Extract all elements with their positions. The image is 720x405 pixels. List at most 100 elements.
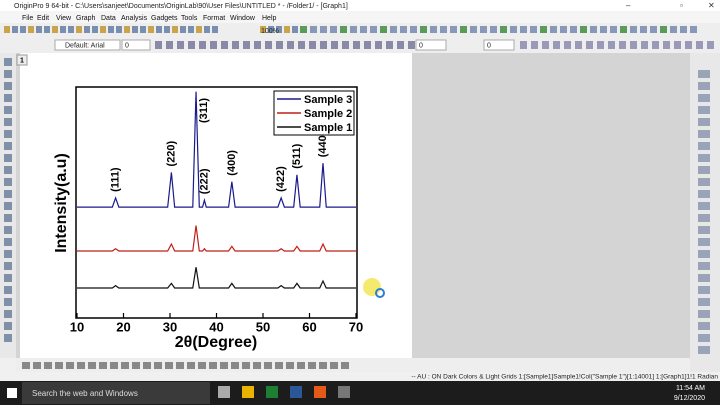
tool-icon[interactable] [470, 26, 477, 33]
tool-icon[interactable] [530, 26, 537, 33]
maximize[interactable]: ▫ [680, 1, 683, 10]
tool-icon[interactable] [698, 214, 710, 222]
tool-icon[interactable] [264, 362, 272, 369]
tool-icon[interactable] [4, 298, 12, 306]
menu-item[interactable]: View [56, 15, 72, 22]
app-icon[interactable] [290, 386, 302, 398]
tool-icon[interactable] [320, 41, 327, 49]
tool-icon[interactable] [550, 26, 557, 33]
zoom-box[interactable]: 100% [261, 28, 279, 35]
tool-icon[interactable] [520, 41, 527, 49]
tool-icon[interactable] [663, 41, 670, 49]
tool-icon[interactable] [300, 26, 307, 33]
tool-icon[interactable] [232, 41, 239, 49]
tool-icon[interactable] [4, 190, 12, 198]
tool-icon[interactable] [188, 26, 194, 33]
tool-icon[interactable] [36, 26, 42, 33]
tool-icon[interactable] [310, 26, 317, 33]
tool-icon[interactable] [564, 41, 571, 49]
tool-icon[interactable] [124, 26, 130, 33]
menu-item[interactable]: Format [203, 15, 225, 22]
tool-icon[interactable] [116, 26, 122, 33]
tool-icon[interactable] [20, 26, 26, 33]
tool-icon[interactable] [254, 41, 261, 49]
tool-icon[interactable] [630, 41, 637, 49]
tool-icon[interactable] [698, 82, 710, 90]
tool-icon[interactable] [60, 26, 66, 33]
tool-icon[interactable] [155, 41, 162, 49]
tool-icon[interactable] [308, 362, 316, 369]
tool-icon[interactable] [460, 26, 467, 33]
tool-icon[interactable] [177, 41, 184, 49]
tool-icon[interactable] [4, 322, 12, 330]
tool-icon[interactable] [165, 362, 173, 369]
tool-icon[interactable] [4, 214, 12, 222]
minimize[interactable]: – [626, 1, 631, 10]
app-icon[interactable] [242, 386, 254, 398]
tool-icon[interactable] [4, 118, 12, 126]
tool-icon[interactable] [164, 26, 170, 33]
tool-icon[interactable] [707, 41, 714, 49]
menu-item[interactable]: Window [230, 15, 256, 22]
tool-icon[interactable] [341, 362, 349, 369]
tool-icon[interactable] [480, 26, 487, 33]
tool-icon[interactable] [212, 26, 218, 33]
tool-icon[interactable] [698, 190, 710, 198]
layer-tab[interactable] [16, 54, 28, 66]
tool-icon[interactable] [650, 26, 657, 33]
tool-icon[interactable] [440, 26, 447, 33]
tool-icon[interactable] [221, 41, 228, 49]
tool-icon[interactable] [696, 41, 703, 49]
tool-icon[interactable] [680, 26, 687, 33]
tool-icon[interactable] [608, 41, 615, 49]
tool-icon[interactable] [196, 26, 202, 33]
tool-icon[interactable] [620, 26, 627, 33]
size-box[interactable] [121, 39, 151, 51]
tool-icon[interactable] [670, 26, 677, 33]
tool-icon[interactable] [243, 41, 250, 49]
tool-icon[interactable] [121, 362, 129, 369]
tool-icon[interactable] [590, 26, 597, 33]
tool-icon[interactable] [4, 82, 12, 90]
tool-icon[interactable] [674, 41, 681, 49]
tool-icon[interactable] [55, 362, 63, 369]
tool-icon[interactable] [276, 26, 282, 33]
tool-icon[interactable] [4, 178, 12, 186]
tool-icon[interactable] [610, 26, 617, 33]
tool-icon[interactable] [370, 26, 377, 33]
tool-icon[interactable] [99, 362, 107, 369]
menu-item[interactable]: Graph [76, 15, 96, 22]
tool-icon[interactable] [660, 26, 667, 33]
tool-icon[interactable] [510, 26, 517, 33]
app-icon[interactable] [266, 386, 278, 398]
tool-icon[interactable] [156, 26, 162, 33]
tool-icon[interactable] [4, 226, 12, 234]
tool-icon[interactable] [268, 26, 274, 33]
menu-item[interactable]: File [22, 15, 33, 22]
tool-icon[interactable] [400, 26, 407, 33]
tool-icon[interactable] [253, 362, 261, 369]
tool-icon[interactable] [640, 26, 647, 33]
tool-icon[interactable] [4, 26, 10, 33]
tool-icon[interactable] [342, 41, 349, 49]
tool-icon[interactable] [331, 41, 338, 49]
tool-icon[interactable] [140, 26, 146, 33]
field-box[interactable] [415, 39, 447, 51]
tool-icon[interactable] [231, 362, 239, 369]
tool-icon[interactable] [520, 26, 527, 33]
app-icon[interactable] [338, 386, 350, 398]
tool-icon[interactable] [100, 26, 106, 33]
tool-icon[interactable] [148, 26, 154, 33]
tool-icon[interactable] [380, 26, 387, 33]
tool-icon[interactable] [698, 238, 710, 246]
tool-icon[interactable] [350, 26, 357, 33]
tool-icon[interactable] [375, 41, 382, 49]
menu-item[interactable]: Analysis [121, 15, 148, 22]
start-button[interactable] [7, 388, 17, 398]
tool-icon[interactable] [319, 362, 327, 369]
tool-icon[interactable] [22, 362, 30, 369]
tool-icon[interactable] [132, 26, 138, 33]
tool-icon[interactable] [4, 70, 12, 78]
tool-icon[interactable] [4, 154, 12, 162]
tool-icon[interactable] [4, 142, 12, 150]
